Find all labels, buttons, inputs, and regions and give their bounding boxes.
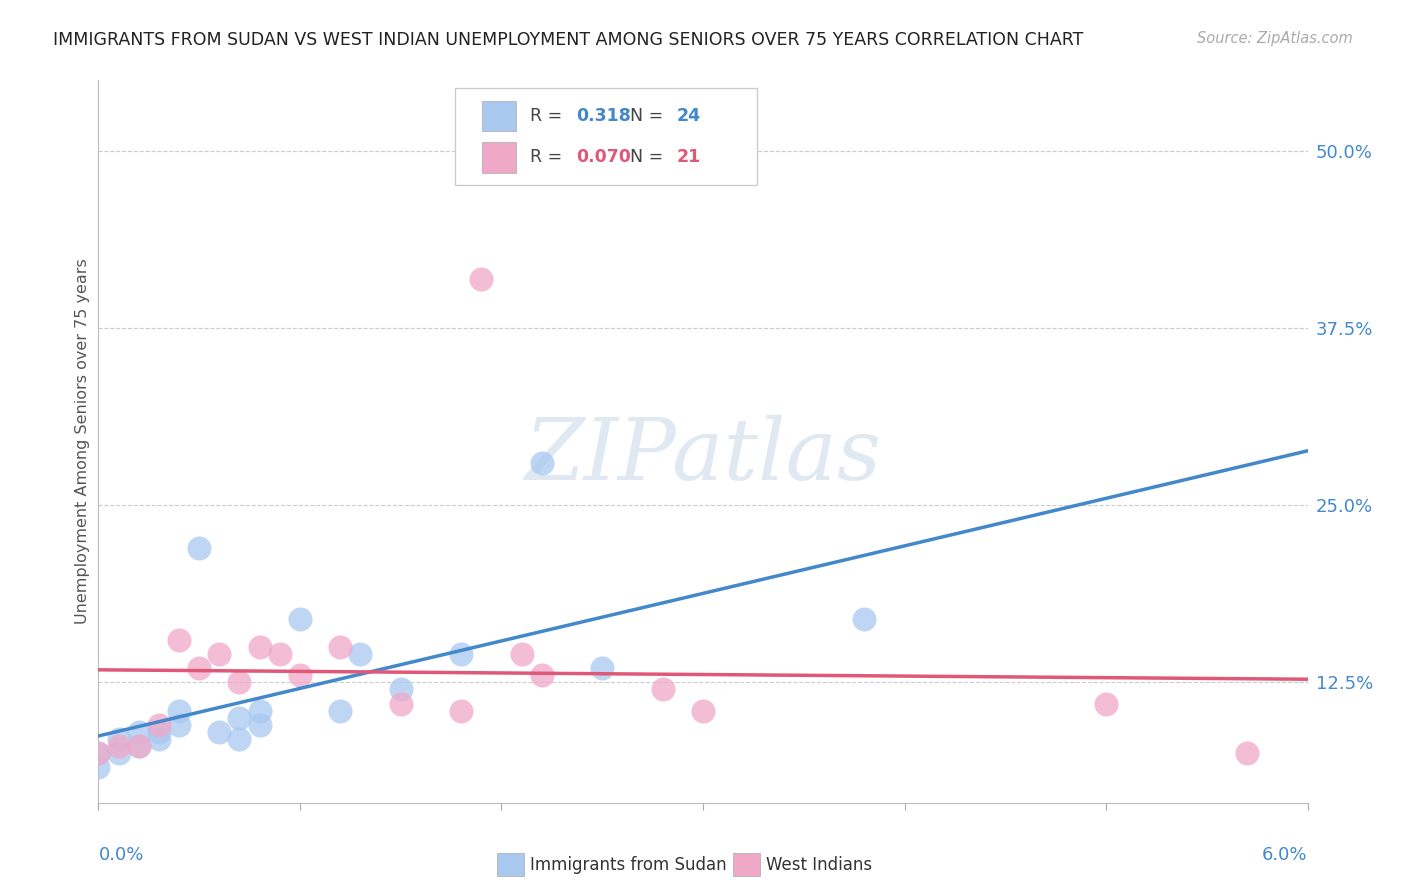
Point [450, 647, 472, 661]
Point [148, 732, 170, 747]
Point [530, 456, 553, 470]
Text: ZIPatlas: ZIPatlas [524, 415, 882, 498]
Point [167, 718, 190, 732]
Text: West Indians: West Indians [766, 856, 872, 874]
Point [148, 725, 170, 739]
FancyBboxPatch shape [482, 142, 516, 172]
Point [1236, 746, 1258, 760]
FancyBboxPatch shape [498, 854, 524, 877]
Y-axis label: Unemployment Among Seniors over 75 years: Unemployment Among Seniors over 75 years [75, 259, 90, 624]
Point [128, 739, 150, 753]
FancyBboxPatch shape [456, 87, 758, 185]
Point [107, 746, 129, 760]
Text: 6.0%: 6.0% [1263, 847, 1308, 864]
Point [87, 760, 110, 774]
Text: N =: N = [630, 148, 669, 167]
Point [510, 647, 533, 661]
Point [167, 632, 190, 647]
Point [269, 647, 291, 661]
Point [692, 704, 714, 718]
Text: R =: R = [530, 107, 568, 125]
Point [148, 718, 170, 732]
Text: R =: R = [530, 148, 568, 167]
Text: IMMIGRANTS FROM SUDAN VS WEST INDIAN UNEMPLOYMENT AMONG SENIORS OVER 75 YEARS CO: IMMIGRANTS FROM SUDAN VS WEST INDIAN UNE… [53, 31, 1084, 49]
Point [288, 668, 311, 682]
Point [450, 704, 472, 718]
FancyBboxPatch shape [734, 854, 759, 877]
FancyBboxPatch shape [482, 101, 516, 131]
Point [188, 661, 211, 675]
Point [87, 746, 110, 760]
Point [208, 725, 231, 739]
Point [107, 732, 129, 747]
Point [288, 612, 311, 626]
Point [228, 732, 250, 747]
Point [128, 739, 150, 753]
Text: 0.070: 0.070 [576, 148, 631, 167]
Point [208, 647, 231, 661]
Point [530, 668, 553, 682]
Text: 21: 21 [676, 148, 700, 167]
Text: 0.318: 0.318 [576, 107, 631, 125]
Point [167, 704, 190, 718]
Text: N =: N = [630, 107, 669, 125]
Point [228, 675, 250, 690]
Text: Source: ZipAtlas.com: Source: ZipAtlas.com [1197, 31, 1353, 46]
Text: Immigrants from Sudan: Immigrants from Sudan [530, 856, 727, 874]
Point [470, 271, 492, 285]
Point [329, 640, 352, 654]
Text: 0.0%: 0.0% [98, 847, 143, 864]
Point [651, 682, 673, 697]
Point [1095, 697, 1118, 711]
Point [249, 718, 271, 732]
Text: 24: 24 [676, 107, 700, 125]
Point [389, 682, 412, 697]
Point [349, 647, 371, 661]
Point [329, 704, 352, 718]
Point [87, 746, 110, 760]
Point [389, 697, 412, 711]
Point [228, 711, 250, 725]
Point [249, 640, 271, 654]
Point [249, 704, 271, 718]
Point [107, 739, 129, 753]
Point [853, 612, 876, 626]
Point [188, 541, 211, 555]
Point [591, 661, 613, 675]
Point [128, 725, 150, 739]
